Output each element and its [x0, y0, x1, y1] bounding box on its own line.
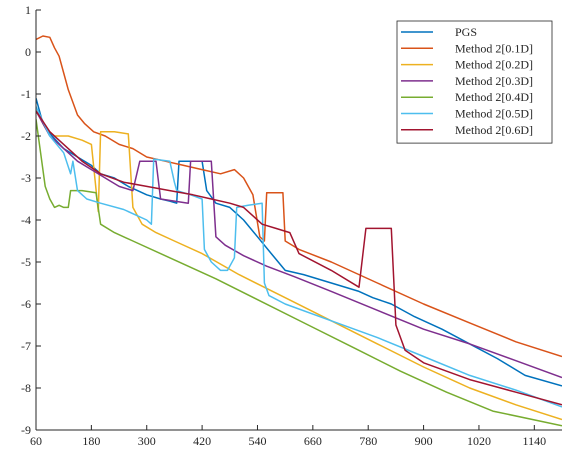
y-tick-label: -4 — [21, 213, 31, 227]
series-line-2 — [36, 110, 562, 421]
x-tick-label: 420 — [193, 434, 211, 448]
y-tick-label: -8 — [21, 381, 31, 395]
x-tick-label: 1020 — [467, 434, 491, 448]
y-tick-label: -3 — [21, 171, 31, 185]
y-tick-label: -5 — [21, 255, 31, 269]
series-line-6 — [36, 110, 562, 406]
series-line-5 — [36, 106, 562, 408]
x-tick-label: 1140 — [523, 434, 547, 448]
axes: 60 180 300 420 540 660 780 900 1020 1140 1 0 -1 -2 -3 -… — [21, 3, 562, 448]
series-line-1 — [36, 35, 562, 358]
y-tick-label: 1 — [25, 3, 31, 17]
x-tick-label: 900 — [415, 434, 433, 448]
legend-label-1: Method 2[0.1D] — [455, 41, 533, 55]
x-tick-label: 180 — [82, 434, 100, 448]
legend-box — [396, 20, 553, 144]
x-tick-label: 540 — [248, 434, 266, 448]
y-tick-label: -7 — [21, 339, 31, 353]
x-tick-label: 300 — [138, 434, 156, 448]
y-tick-label: -9 — [21, 423, 31, 437]
legend-label-5: Method 2[0.5D] — [455, 107, 533, 121]
series-line-3 — [36, 110, 562, 379]
y-tick-label: -6 — [21, 297, 31, 311]
legend-label-0: PGS — [455, 25, 477, 39]
legend-label-3: Method 2[0.3D] — [455, 74, 533, 88]
plot-area — [36, 35, 562, 427]
x-tick-label: 780 — [359, 434, 377, 448]
series-line-4 — [36, 119, 562, 427]
legend-label-6: Method 2[0.6D] — [455, 123, 533, 137]
legend-label-2: Method 2[0.2D] — [455, 58, 533, 72]
legend: PGS Method 2[0.1D] Method 2[0.2D] Method 2[… — [396, 20, 553, 144]
legend-label-4: Method 2[0.4D] — [455, 90, 533, 104]
x-tick-label: 660 — [304, 434, 322, 448]
y-tick-label: -1 — [21, 87, 31, 101]
x-tick-label: 60 — [30, 434, 42, 448]
y-tick-label: 0 — [25, 45, 31, 59]
y-tick-label: -2 — [21, 129, 31, 143]
